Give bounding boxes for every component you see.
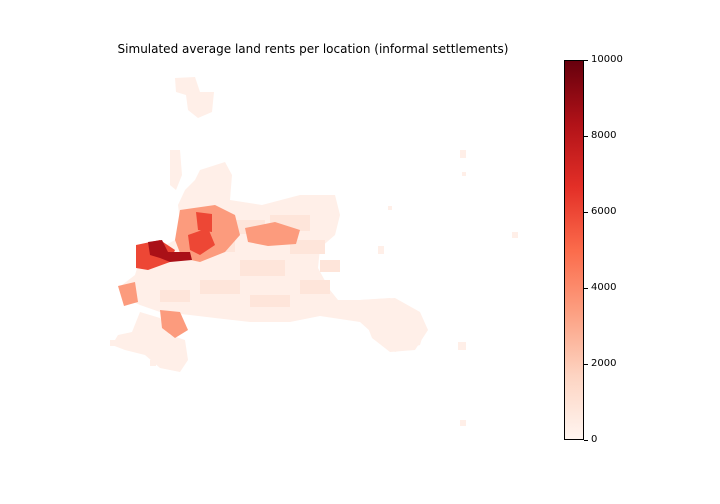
colorbar xyxy=(564,60,584,440)
colorbar-tick-mark xyxy=(584,135,588,137)
outlying-cell xyxy=(150,360,156,366)
colorbar-tick-mark xyxy=(584,287,588,289)
outlying-cell xyxy=(460,420,466,426)
southern-peninsula xyxy=(112,312,188,372)
medium-rent-west xyxy=(118,282,138,306)
outlying-cell xyxy=(462,172,466,176)
outlying-cell xyxy=(458,342,466,350)
colorbar-tick-mark xyxy=(584,439,588,441)
medium-rent-south xyxy=(160,310,188,338)
settlement-cells-layer xyxy=(110,77,518,426)
outlying-cell xyxy=(388,206,392,210)
outlying-cell xyxy=(460,150,466,158)
colorbar-tick-label: 4000 xyxy=(591,282,617,293)
colorbar-tick-label: 8000 xyxy=(591,130,617,141)
outlying-cell xyxy=(378,246,384,254)
outlying-cell xyxy=(512,232,518,238)
colorbar-tick-label: 2000 xyxy=(591,358,617,369)
colorbar-tick-label: 0 xyxy=(591,434,598,445)
medium-rent-band-east xyxy=(245,222,300,246)
light-rent-cell xyxy=(160,290,190,302)
northern-outskirt xyxy=(175,77,214,118)
northern-strip xyxy=(170,150,182,190)
light-rent-cell xyxy=(300,280,330,294)
colorbar-tick-label: 6000 xyxy=(591,206,617,217)
colorbar-tick-mark xyxy=(584,363,588,365)
peak-rent-cell xyxy=(178,252,188,258)
colorbar-tick-mark xyxy=(584,59,588,61)
colorbar-tick-label: 10000 xyxy=(591,54,623,65)
eastern-settlement xyxy=(360,298,428,352)
outlying-cell xyxy=(110,340,118,346)
light-rent-cell xyxy=(250,295,290,307)
light-rent-cell xyxy=(290,240,325,254)
high-rent-patch xyxy=(196,212,212,232)
light-rent-cell xyxy=(200,280,240,294)
light-rent-cell xyxy=(320,260,340,272)
land-rent-map xyxy=(110,77,518,426)
light-rent-cell xyxy=(240,260,285,276)
chart-title: Simulated average land rents per locatio… xyxy=(117,42,509,56)
high-rent-patch xyxy=(188,228,215,255)
colorbar-tick-mark xyxy=(584,211,588,213)
